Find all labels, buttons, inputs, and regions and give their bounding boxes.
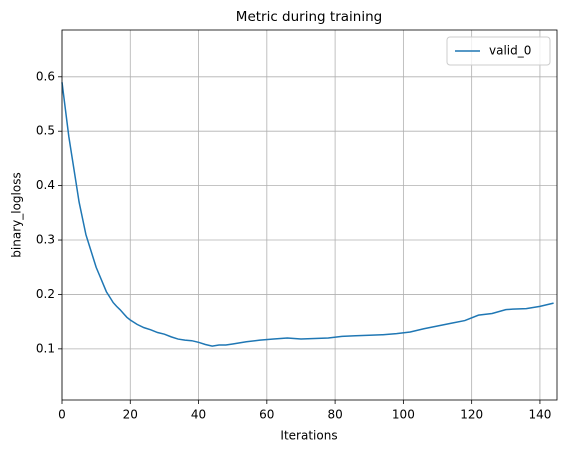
y-tick-label: 0.5 xyxy=(36,124,55,138)
y-tick-label: 0.2 xyxy=(36,287,55,301)
legend-box xyxy=(446,36,551,66)
y-tick-label: 0.1 xyxy=(36,341,55,355)
x-tick-label: 140 xyxy=(528,408,551,422)
x-tick-label: 60 xyxy=(259,408,274,422)
x-tick-label: 0 xyxy=(58,408,66,422)
x-axis-label: Iterations xyxy=(280,429,337,443)
y-tick-label: 0.3 xyxy=(36,233,55,247)
x-tick-label: 80 xyxy=(327,408,342,422)
x-tick-label: 120 xyxy=(460,408,483,422)
chart-title: Metric during training xyxy=(236,9,382,25)
x-tick-label: 20 xyxy=(123,408,138,422)
x-tick-label: 40 xyxy=(191,408,206,422)
legend-label: valid_0 xyxy=(489,44,531,58)
plot-frame xyxy=(61,29,558,401)
x-tick-label: 100 xyxy=(392,408,415,422)
y-tick-label: 0.6 xyxy=(36,69,55,83)
line xyxy=(61,82,554,347)
y-axis-label: binary_logloss xyxy=(10,172,24,257)
y-tick-label: 0.4 xyxy=(36,178,55,192)
